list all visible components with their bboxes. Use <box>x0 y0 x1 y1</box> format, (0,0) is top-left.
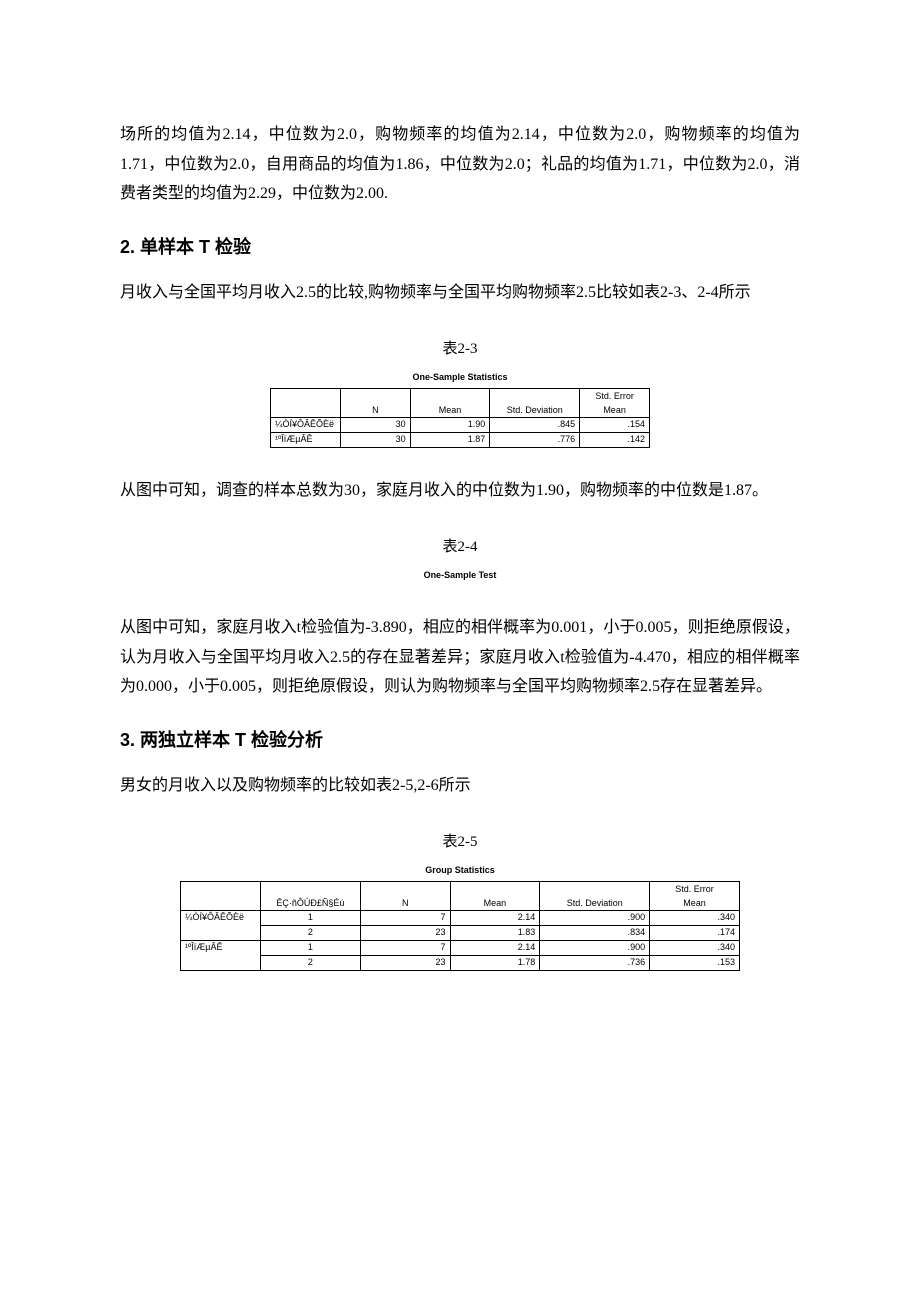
table-cell: .834 <box>540 926 650 941</box>
table-2-5: ÊÇ·ñÔÚÐ£Ñ§Éú N Mean Std. Deviation Std. … <box>180 881 740 971</box>
table-2-3-wrap: N Mean Std. Deviation Std. Error Mean ¼Ò… <box>120 388 800 448</box>
table-cell: 2 <box>260 956 360 971</box>
table-cell: 1.83 <box>450 926 540 941</box>
table-header-cell: Std. Deviation <box>540 882 650 911</box>
title-table-2-5: Group Statistics <box>120 862 800 879</box>
table-cell: 2.14 <box>450 941 540 956</box>
table-cell: .154 <box>580 418 650 433</box>
table-cell: .900 <box>540 941 650 956</box>
table-header-row: N Mean Std. Deviation Std. Error <box>271 389 650 404</box>
heading-independent-sample-t-test: 3. 两独立样本 T 检验分析 <box>120 724 800 757</box>
caption-table-2-3: 表2-3 <box>120 336 800 364</box>
table-2-3: N Mean Std. Deviation Std. Error Mean ¼Ò… <box>270 388 650 448</box>
table-cell: 7 <box>360 941 450 956</box>
table-cell: ¼ÒÍ¥ÔÂÊÕÈë <box>181 911 261 941</box>
table-cell: .340 <box>650 911 740 926</box>
table-cell: .142 <box>580 433 650 448</box>
title-table-2-4: One-Sample Test <box>120 567 800 584</box>
table-row: 2 23 1.83 .834 .174 <box>181 926 740 941</box>
paragraph-single-sample-desc: 月收入与全国平均月收入2.5的比较,购物频率与全国平均购物频率2.5比较如表2-… <box>120 278 800 308</box>
table-header-cell: N <box>340 389 410 418</box>
table-header-cell: Mean <box>410 389 490 418</box>
paragraph-independent-sample-desc: 男女的月收入以及购物频率的比较如表2-5,2-6所示 <box>120 771 800 801</box>
paragraph-intro: 场所的均值为2.14，中位数为2.0，购物频率的均值为2.14，中位数为2.0，… <box>120 120 800 209</box>
table-row: ¹ºÎïÆµÂÊ 1 7 2.14 .900 .340 <box>181 941 740 956</box>
table-header-row: ÊÇ·ñÔÚÐ£Ñ§Éú N Mean Std. Deviation Std. … <box>181 882 740 897</box>
table-2-5-wrap: ÊÇ·ñÔÚÐ£Ñ§Éú N Mean Std. Deviation Std. … <box>120 881 800 971</box>
table-cell: .900 <box>540 911 650 926</box>
table-header-cell: Std. Error <box>650 882 740 897</box>
table-header-cell: ÊÇ·ñÔÚÐ£Ñ§Éú <box>260 882 360 911</box>
table-cell: 30 <box>340 433 410 448</box>
table-row: ¼ÒÍ¥ÔÂÊÕÈë 1 7 2.14 .900 .340 <box>181 911 740 926</box>
table-cell: 1.78 <box>450 956 540 971</box>
caption-table-2-5: 表2-5 <box>120 829 800 857</box>
table-cell: .736 <box>540 956 650 971</box>
table-cell: ¹ºÎïÆµÂÊ <box>271 433 341 448</box>
table-header-cell: Mean <box>450 882 540 911</box>
table-cell: 2 <box>260 926 360 941</box>
table-header-cell: Std. Error <box>580 389 650 404</box>
table-cell: 23 <box>360 926 450 941</box>
document-page: 场所的均值为2.14，中位数为2.0，购物频率的均值为2.14，中位数为2.0，… <box>0 0 920 1302</box>
table-cell: 2.14 <box>450 911 540 926</box>
table-cell: .340 <box>650 941 740 956</box>
table-header-cell: Mean <box>580 403 650 418</box>
table-header-cell: Std. Deviation <box>490 389 580 418</box>
table-cell: .174 <box>650 926 740 941</box>
caption-table-2-4: 表2-4 <box>120 534 800 562</box>
table-cell: 1.90 <box>410 418 490 433</box>
table-row: ¹ºÎïÆµÂÊ 30 1.87 .776 .142 <box>271 433 650 448</box>
table-header-cell: Mean <box>650 896 740 911</box>
paragraph-table-2-3-desc: 从图中可知，调查的样本总数为30，家庭月收入的中位数为1.90，购物频率的中位数… <box>120 476 800 506</box>
table-cell: 1.87 <box>410 433 490 448</box>
table-cell: 30 <box>340 418 410 433</box>
table-cell: ¼ÒÍ¥ÔÂÊÕÈë <box>271 418 341 433</box>
paragraph-table-2-4-desc: 从图中可知，家庭月收入t检验值为-3.890，相应的相伴概率为0.001，小于0… <box>120 613 800 702</box>
table-row: ¼ÒÍ¥ÔÂÊÕÈë 30 1.90 .845 .154 <box>271 418 650 433</box>
title-table-2-3: One-Sample Statistics <box>120 369 800 386</box>
table-cell: .776 <box>490 433 580 448</box>
heading-single-sample-t-test: 2. 单样本 T 检验 <box>120 231 800 264</box>
table-cell: 23 <box>360 956 450 971</box>
table-cell: ¹ºÎïÆµÂÊ <box>181 941 261 971</box>
table-header-cell <box>181 882 261 911</box>
table-header-cell <box>271 389 341 418</box>
table-header-cell: N <box>360 882 450 911</box>
table-cell: 1 <box>260 941 360 956</box>
table-cell: 1 <box>260 911 360 926</box>
table-row: 2 23 1.78 .736 .153 <box>181 956 740 971</box>
table-cell: .845 <box>490 418 580 433</box>
table-cell: 7 <box>360 911 450 926</box>
table-cell: .153 <box>650 956 740 971</box>
